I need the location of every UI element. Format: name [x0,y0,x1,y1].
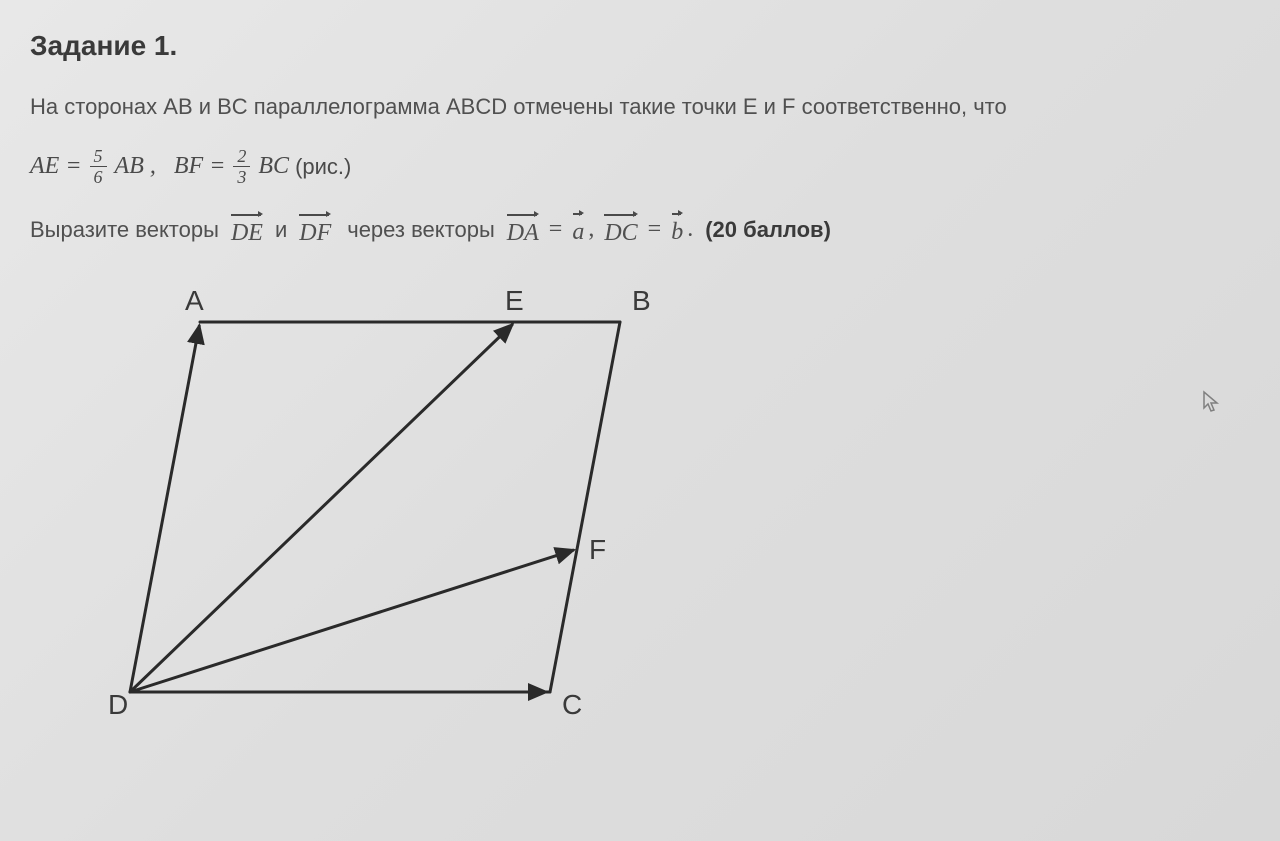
svg-text:C: C [562,689,582,720]
parallelogram-diagram: A B C D E F [80,277,700,737]
and-text: и [275,217,287,243]
frac-num-2: 2 [233,147,250,167]
problem-statement: На сторонах AB и BC параллелограмма ABCD… [30,90,1250,123]
svg-text:B: B [632,285,651,316]
formula-line: AE = 5 6 AB , BF = 2 3 BC (рис.) [30,147,1250,186]
fraction-2-3: 2 3 [233,147,250,186]
through-text: через векторы [347,217,495,243]
equals-3: = [543,216,569,243]
task-title: Задание 1. [30,30,1250,62]
ris-label: (рис.) [295,154,351,180]
bf-var: BF [174,153,203,180]
comma-1: , [150,153,156,180]
frac-den-2: 3 [233,167,250,186]
equals-4: = [642,216,668,243]
ab-var: AB [115,153,144,180]
period: . [687,216,693,243]
equals-2: = [209,153,225,180]
ae-var: AE [30,153,59,180]
bc-var: BC [258,153,289,180]
svg-text:D: D [108,689,128,720]
vector-da: DA [507,212,539,247]
diagram-container: A B C D E F [80,277,1250,742]
svg-text:A: A [185,285,204,316]
vector-de: DE [231,212,263,247]
question-line: Выразите векторы DE и DF через векторы D… [30,212,1250,247]
frac-num-1: 5 [90,147,107,167]
frac-den-1: 6 [90,167,107,186]
cursor-icon [1202,390,1220,419]
svg-text:F: F [589,534,606,565]
svg-text:E: E [505,285,524,316]
vector-a: a [572,213,584,246]
vector-b: b [671,213,683,246]
vector-df: DF [299,212,331,247]
question-prefix: Выразите векторы [30,217,219,243]
equals-1: = [65,153,81,180]
vector-dc: DC [604,212,637,247]
comma-2: , [588,216,594,243]
fraction-5-6: 5 6 [90,147,107,186]
points-label: (20 баллов) [705,217,831,243]
